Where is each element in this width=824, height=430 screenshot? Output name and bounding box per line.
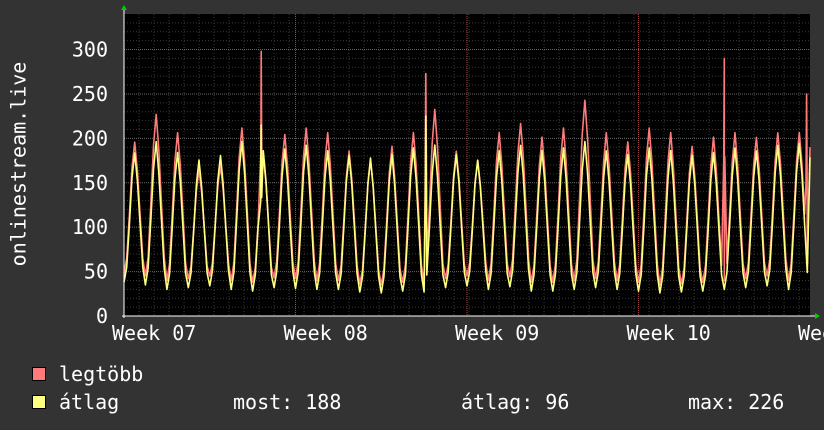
- current-value-stat: most: 188: [233, 390, 342, 414]
- y-tick-label: 100: [72, 215, 108, 239]
- y-tick-label: 0: [96, 304, 108, 328]
- max-value-stat: max: 226: [688, 390, 785, 414]
- y-tick-label: 250: [72, 82, 108, 106]
- x-tick-label: Week 10: [627, 321, 711, 345]
- x-axis-arrow: [815, 313, 820, 319]
- y-tick-label: 150: [72, 171, 108, 195]
- y-tick-label: 200: [72, 126, 108, 150]
- x-tick-label: Week 11: [798, 321, 824, 345]
- x-tick-label: Week 09: [455, 321, 539, 345]
- max-series-swatch: [32, 367, 46, 381]
- max-series-label: legtöbb: [59, 362, 144, 386]
- avg-series-line: [123, 115, 811, 294]
- y-axis-arrow: [121, 5, 127, 10]
- x-tick-label: Week 08: [284, 321, 368, 345]
- legend-item-avg: átlag most: 188 átlag: 96 max: 226: [32, 390, 812, 414]
- y-tick-label: 50: [84, 260, 108, 284]
- avg-series-swatch: [32, 395, 46, 409]
- avg-series-label: átlag: [59, 390, 120, 414]
- y-axis-label: onlinestream.live: [7, 62, 31, 267]
- y-tick-label: 300: [72, 38, 108, 62]
- average-value-stat: átlag: 96: [461, 390, 570, 414]
- legend-item-max: legtöbb: [32, 362, 812, 386]
- x-tick-label: Week 07: [112, 321, 196, 345]
